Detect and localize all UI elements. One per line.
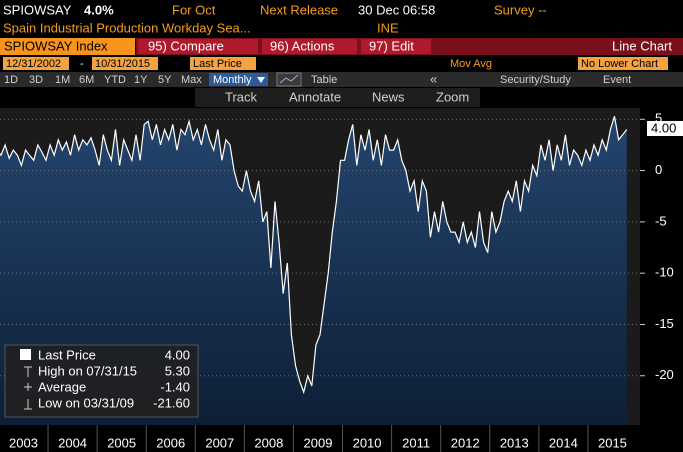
x-tick-label: 2015 (598, 435, 627, 450)
range-button[interactable]: 1M (55, 74, 70, 86)
range-button[interactable]: 3D (29, 74, 43, 86)
compare-label: 95) Compare (148, 38, 224, 53)
lower-chart: No Lower Chart (581, 58, 658, 70)
edit-label: 97) Edit (369, 38, 414, 53)
frequency-select[interactable] (209, 73, 268, 86)
range-button[interactable]: 1D (4, 74, 18, 86)
range-button[interactable]: 6M (79, 74, 94, 86)
legend-value: -21.60 (153, 395, 190, 410)
news[interactable]: News (372, 89, 405, 104)
legend-label: Average (38, 379, 86, 394)
study[interactable]: Mov Avg (450, 58, 492, 70)
legend-icons (24, 366, 32, 410)
actions-label: 96) Actions (270, 38, 335, 53)
compare-button[interactable] (138, 39, 258, 54)
table-button[interactable]: Table (311, 74, 337, 86)
y-axis-area (640, 108, 683, 425)
field: Last Price (193, 58, 242, 70)
x-tick-label: 2003 (9, 435, 38, 450)
start-date-field[interactable] (3, 57, 69, 70)
range-button[interactable]: 1Y (134, 74, 148, 86)
x-tick-label: 2004 (58, 435, 87, 450)
legend-swatch (20, 349, 31, 360)
x-tick-label: 2006 (156, 435, 185, 450)
x-tick-label: 2010 (353, 435, 382, 450)
line (0, 116, 628, 395)
tool-bar (195, 88, 480, 107)
survey: Survey -- (494, 2, 547, 17)
lower-chart-select[interactable] (578, 57, 668, 70)
legend (4, 344, 199, 418)
y-tick-label: -10 (655, 265, 674, 280)
legend-label: High on 07/31/15 (38, 363, 137, 378)
start-date: 12/31/2002 (6, 58, 61, 70)
legend-label: Low on 03/31/09 (38, 395, 134, 410)
edit-button[interactable] (361, 39, 431, 54)
chart-icon-line (279, 74, 299, 84)
field-select[interactable] (190, 57, 256, 70)
zoom[interactable]: Zoom (436, 89, 469, 104)
y-tick-label: -5 (655, 213, 667, 228)
annotate[interactable]: Annotate (289, 89, 341, 104)
security-box[interactable] (0, 38, 135, 55)
end-date: 10/31/2015 (95, 58, 150, 70)
x-tick-label: 2007 (205, 435, 234, 450)
legend-value: 5.30 (165, 363, 190, 378)
next-release-label: Next Release (260, 2, 338, 17)
x-tick-label: 2008 (254, 435, 283, 450)
end-date-field[interactable] (92, 57, 158, 70)
range-bar (0, 72, 683, 87)
y-tick-label: -15 (655, 316, 674, 331)
ticker: SPIOWSAY (3, 2, 72, 17)
track[interactable]: Track (225, 89, 258, 104)
x-tick-label: 2012 (451, 435, 480, 450)
y-tick-label: 0 (655, 162, 662, 177)
event[interactable]: Event (603, 74, 631, 86)
last-value: 4.0% (84, 2, 114, 17)
legend-label: Last Price (38, 347, 96, 362)
next-release: 30 Dec 06:58 (358, 2, 435, 17)
x-tick-label: 2009 (304, 435, 333, 450)
range-button[interactable]: YTD (104, 74, 126, 86)
view-label: Line Chart (612, 38, 672, 53)
last-value-tag: 4.00 (651, 120, 676, 135)
frequency: Monthly (213, 74, 252, 86)
security: SPIOWSAY Index (4, 38, 108, 53)
description: Spain Industrial Production Workday Sea.… (3, 20, 251, 35)
range-button[interactable]: Max (181, 74, 202, 86)
last-value-box (647, 121, 683, 136)
y-tick-label: -20 (655, 367, 674, 382)
period: For Oct (172, 2, 216, 17)
x-tick-label: 2013 (500, 435, 529, 450)
y-tick-label: 5 (655, 111, 662, 126)
dropdown-arrow (257, 77, 265, 83)
legend-value: -1.40 (160, 379, 190, 394)
dash: - (80, 58, 84, 70)
x-tick-label: 2011 (402, 435, 430, 450)
range-button[interactable]: 5Y (158, 74, 172, 86)
x-axis-area (0, 425, 683, 452)
x-tick-label: 2014 (549, 435, 578, 450)
legend-value: 4.00 (165, 347, 190, 362)
source: INE (377, 20, 399, 35)
actions-button[interactable] (262, 39, 357, 54)
axes: 5 0 -5 -10 -15 -20 2003 2004 2005 2006 2007 2008 200… (9, 111, 674, 452)
security-study[interactable]: Security/Study (500, 74, 571, 86)
x-tick-label: 2005 (107, 435, 136, 450)
back-button[interactable]: « (430, 71, 437, 86)
